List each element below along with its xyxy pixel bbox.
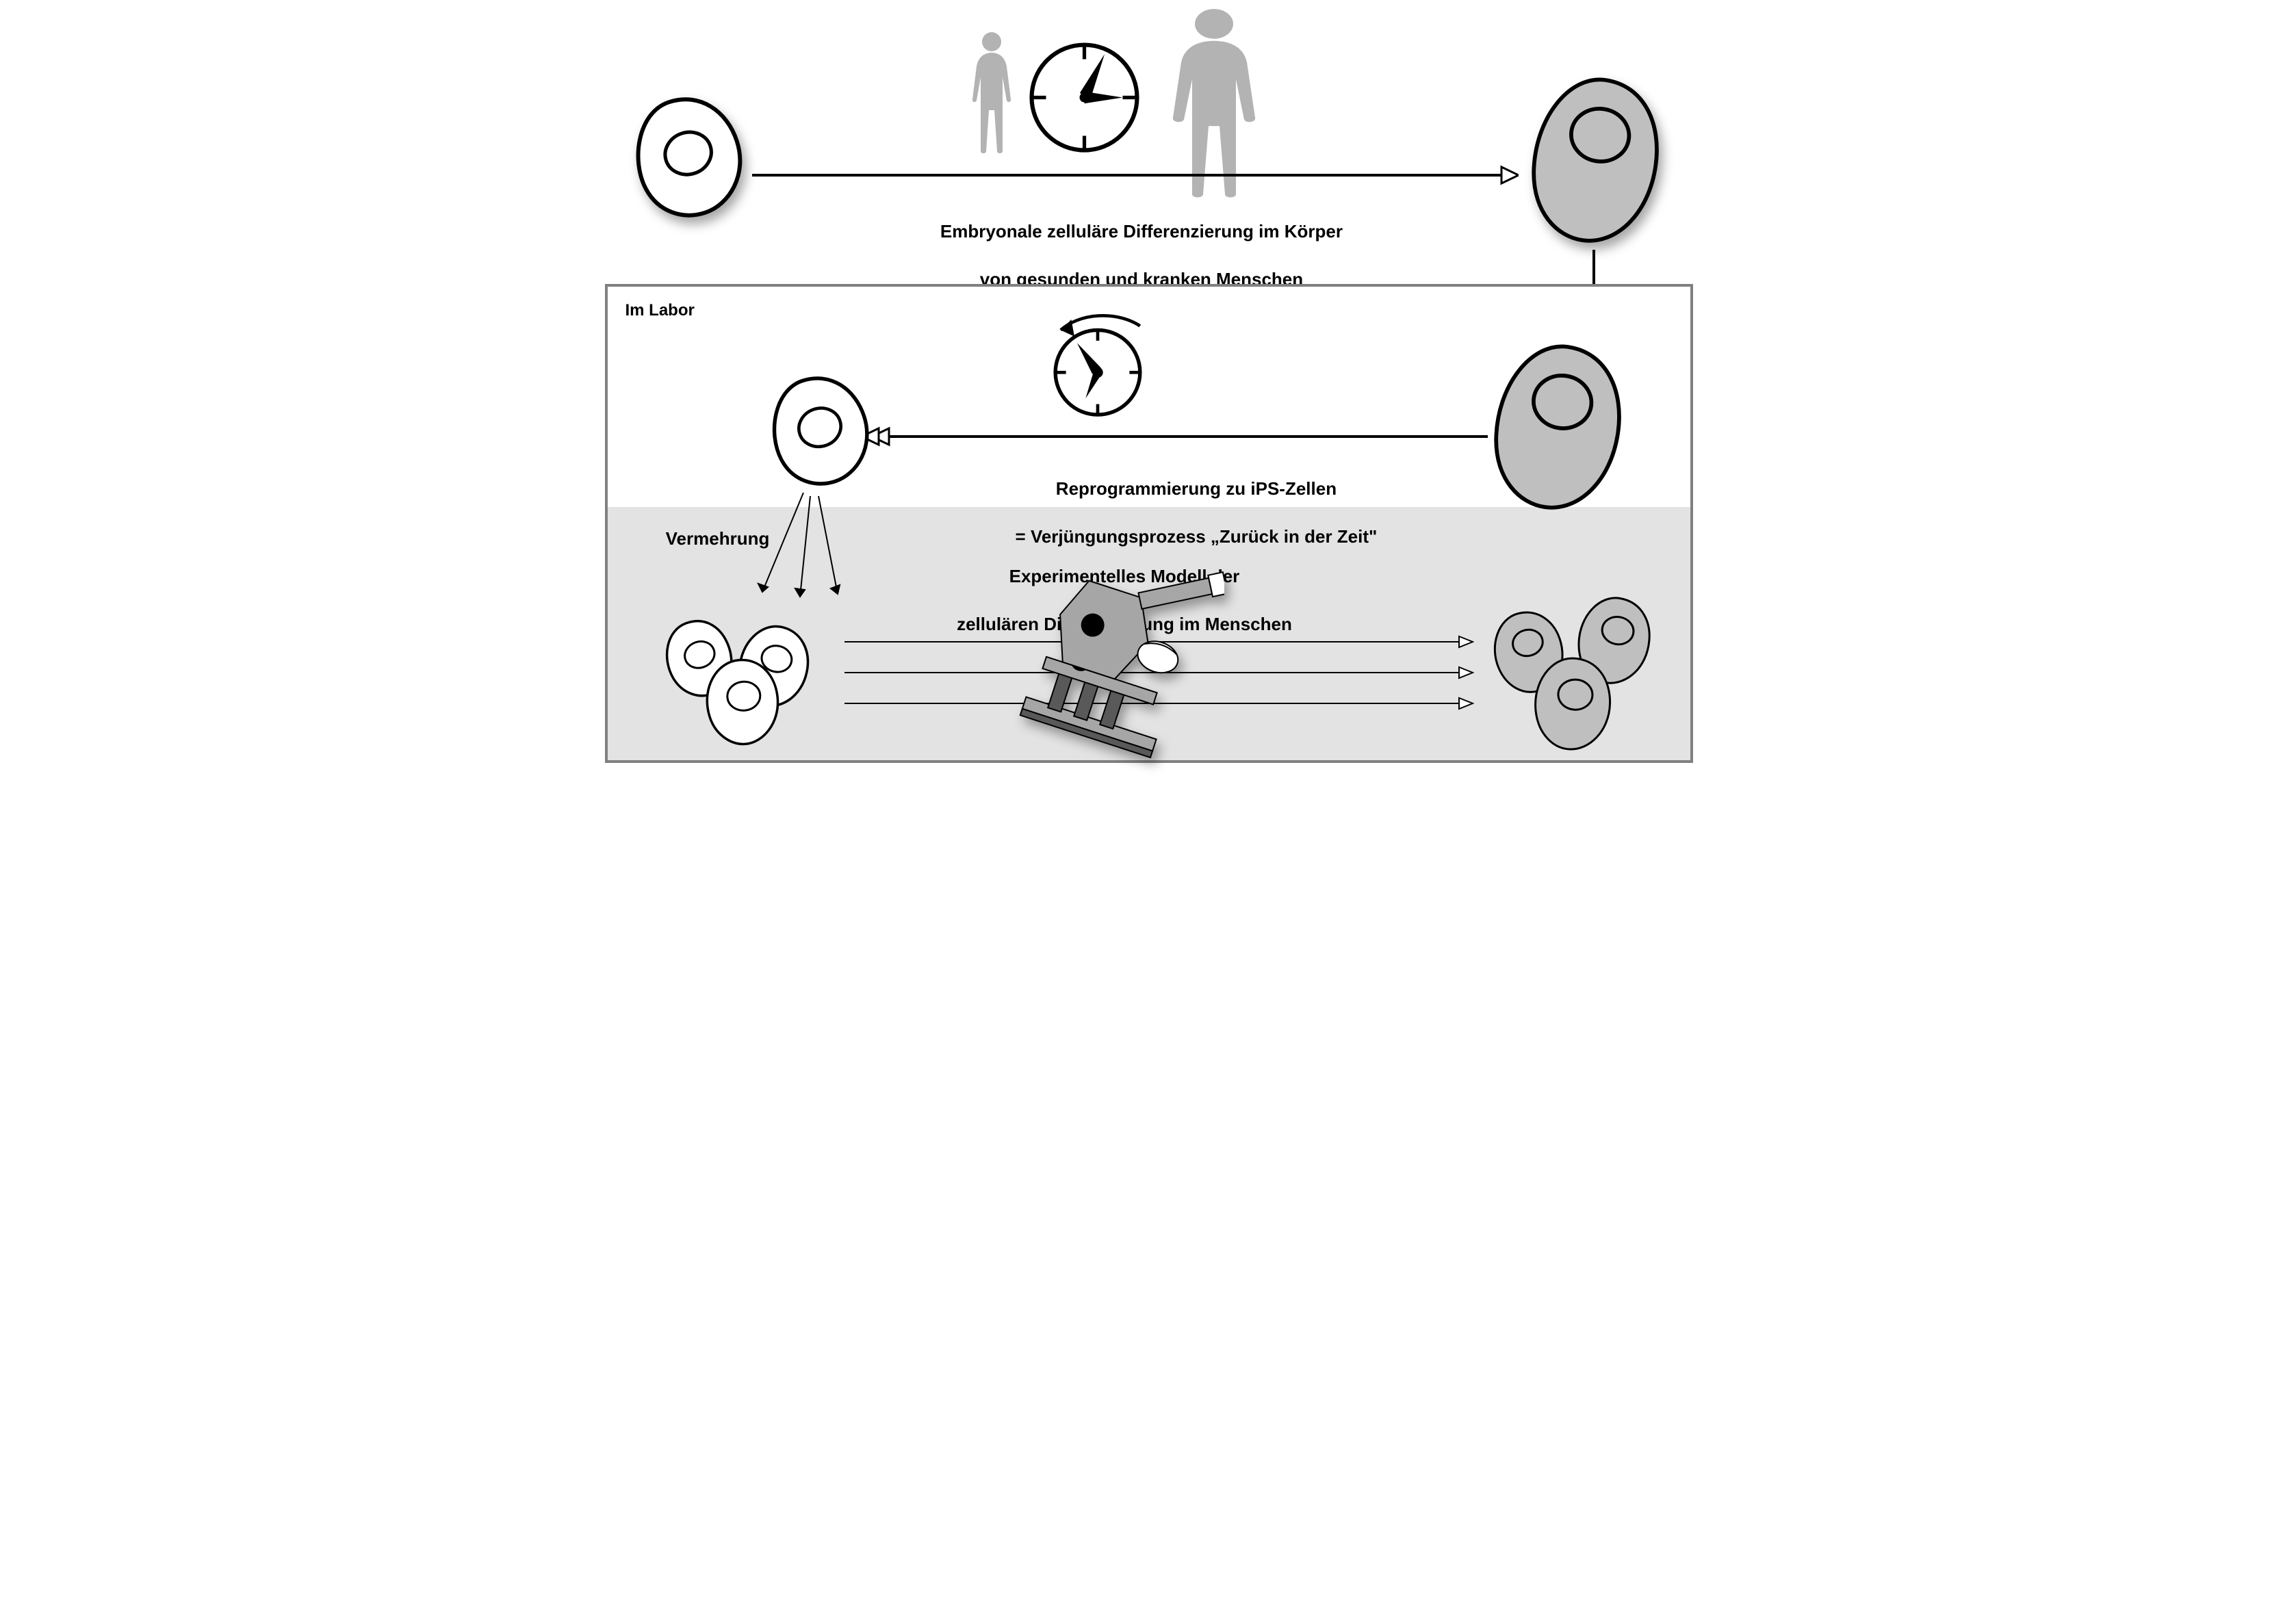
top-arrow [752, 161, 1519, 189]
ips-cell [766, 373, 872, 489]
grey-cell-lab-right [1488, 342, 1625, 513]
small-human-icon [964, 31, 1019, 154]
diagram-canvas: Embryonale zelluläre Differenzierung im … [574, 0, 1723, 798]
reprogram-label-line1: Reprogrammierung zu iPS-Zellen [1056, 478, 1337, 499]
cell-cluster-white [639, 602, 851, 759]
differentiated-cell-top-right [1525, 75, 1662, 246]
vermehrung-label: Vermehrung [649, 527, 786, 551]
reprogram-arrow [862, 423, 1488, 450]
reverse-clock-icon [1040, 311, 1156, 421]
lab-title: Im Labor [625, 300, 695, 322]
forward-clock-icon [1024, 38, 1144, 157]
embryo-cell-top-left [629, 92, 745, 222]
cell-cluster-grey [1467, 582, 1686, 759]
top-arrow-label-line1: Embryonale zelluläre Differenzierung im … [940, 221, 1343, 242]
microscope-icon [998, 568, 1224, 766]
